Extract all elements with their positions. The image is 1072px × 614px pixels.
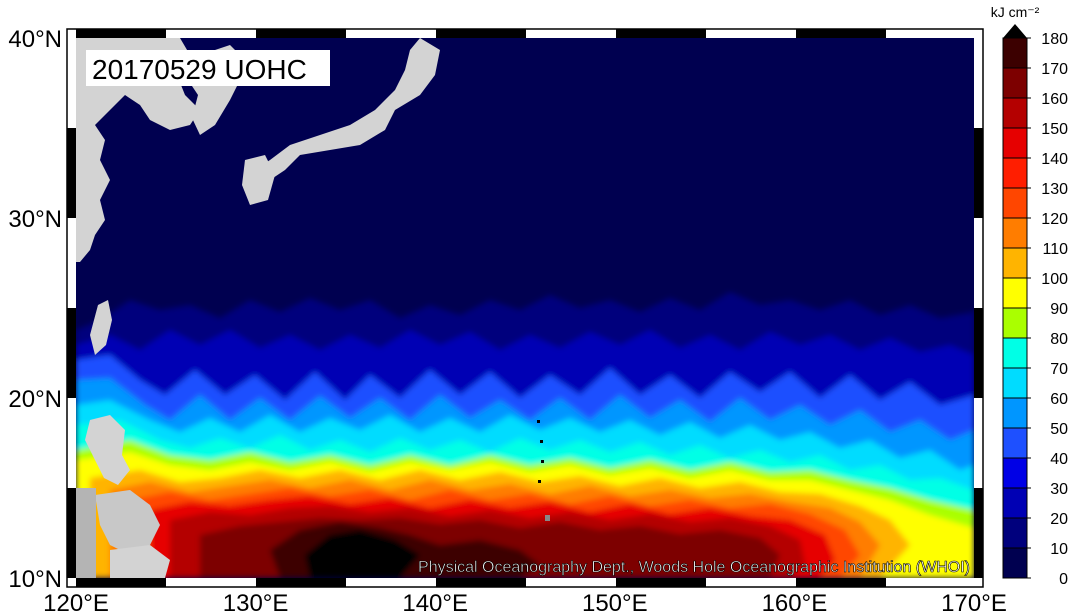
- latitude-labels: 10°N 20°N 30°N 40°N: [8, 26, 62, 593]
- map-title-box: 20170529 UOHC: [86, 50, 330, 86]
- longitude-label: 150°E: [582, 590, 648, 614]
- heat-content-field: [76, 38, 974, 578]
- longitude-label: 130°E: [223, 590, 289, 614]
- colorbar-label: 130: [1041, 181, 1068, 198]
- colorbar-swatch: [1002, 307, 1028, 339]
- colorbar-swatch: [1002, 247, 1028, 279]
- longitude-label: 160°E: [762, 590, 828, 614]
- colorbar-label: 20: [1050, 511, 1068, 528]
- colorbar-unit: kJ cm⁻²: [991, 4, 1040, 20]
- colorbar-label: 30: [1050, 481, 1068, 498]
- longitude-labels: 120°E 130°E 140°E 150°E 160°E 170°E: [43, 590, 1007, 614]
- colorbar-swatch: [1002, 397, 1028, 429]
- land-japan: [250, 38, 440, 200]
- longitude-label: 120°E: [43, 590, 109, 614]
- colorbar-swatch: [1002, 517, 1028, 549]
- colorbar-label: 70: [1050, 361, 1068, 378]
- colorbar-swatch: [1002, 157, 1028, 189]
- colorbar-label: 120: [1041, 211, 1068, 228]
- map-title: 20170529 UOHC: [92, 54, 307, 85]
- land-visayas: [95, 490, 160, 555]
- colorbar-label: 140: [1041, 151, 1068, 168]
- colorbar-swatch: [1002, 487, 1028, 519]
- colorbar-swatches: [1002, 24, 1028, 579]
- latitude-label: 40°N: [8, 26, 62, 53]
- colorbar-label: 90: [1050, 301, 1068, 318]
- colorbar-swatch: [1002, 37, 1028, 69]
- land-taiwan: [90, 300, 112, 355]
- colorbar-label: 170: [1041, 61, 1068, 78]
- latitude-label: 20°N: [8, 386, 62, 413]
- colorbar-label: 110: [1042, 241, 1068, 258]
- colorbar-swatch: [1002, 67, 1028, 99]
- colorbar-swatch: [1002, 127, 1028, 159]
- colorbar-label: 100: [1041, 271, 1068, 288]
- credit-text: Physical Oceanography Dept., Woods Hole …: [418, 559, 970, 576]
- colorbar-swatch: [1002, 217, 1028, 249]
- colorbar-swatch: [1002, 187, 1028, 219]
- colorbar-swatch: [1002, 427, 1028, 459]
- colorbar-label: 40: [1050, 451, 1068, 468]
- colorbar-label: 150: [1041, 121, 1068, 138]
- land-east-asia: [76, 38, 200, 262]
- colorbar-label: 160: [1041, 91, 1068, 108]
- colorbar: kJ cm⁻² 0 10 20 30 40 50 60 70 80 90 100 110 120 130 1…: [991, 4, 1068, 588]
- colorbar-swatch: [1002, 367, 1028, 399]
- colorbar-label: 50: [1050, 421, 1068, 438]
- latitude-label: 30°N: [8, 206, 62, 233]
- longitude-label: 140°E: [402, 590, 468, 614]
- land-mindanao: [110, 545, 170, 578]
- colorbar-swatch: [1002, 547, 1028, 579]
- colorbar-label: 0: [1059, 571, 1068, 588]
- land-kyushu: [242, 155, 275, 205]
- colorbar-swatch: [1002, 277, 1028, 309]
- colorbar-label: 180: [1041, 31, 1068, 48]
- colorbar-swatch: [1002, 97, 1028, 129]
- land-luzon: [85, 415, 130, 485]
- colorbar-overflow-arrow: [1003, 24, 1027, 38]
- colorbar-label: 60: [1050, 391, 1068, 408]
- colorbar-label: 10: [1050, 541, 1068, 558]
- latitude-label: 10°N: [8, 566, 62, 593]
- longitude-label: 170°E: [941, 590, 1007, 614]
- colorbar-swatch: [1002, 457, 1028, 489]
- colorbar-swatch: [1002, 337, 1028, 369]
- colorbar-labels: 0 10 20 30 40 50 60 70 80 90 100 110 120 130 140 150 160…: [1027, 31, 1068, 588]
- colorbar-label: 80: [1050, 331, 1068, 348]
